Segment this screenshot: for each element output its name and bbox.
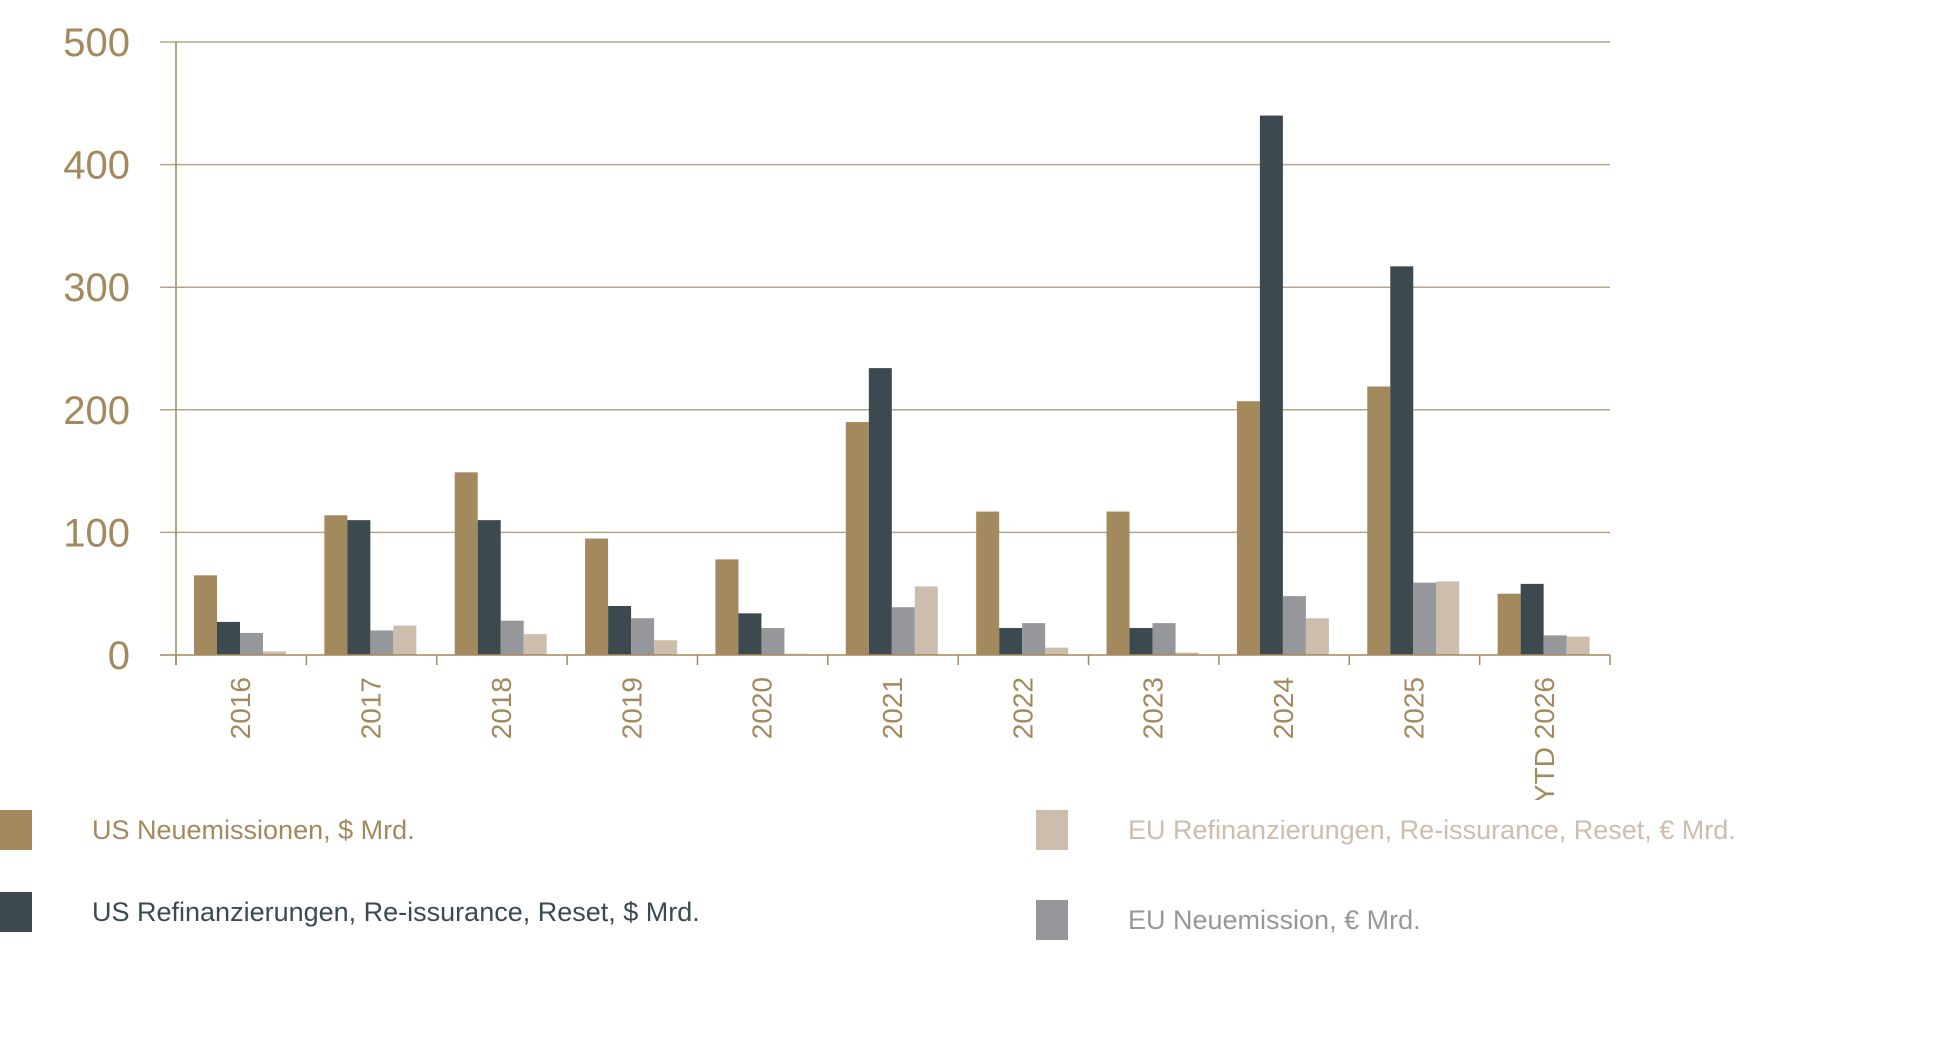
y-tick-label: 100 <box>63 511 130 555</box>
bars <box>194 115 1590 655</box>
bar <box>1436 581 1460 655</box>
bar <box>370 630 394 655</box>
bar <box>631 618 655 655</box>
legend-swatch-eu-refi <box>1036 810 1068 850</box>
legend: US Neuemissionen, $ Mrd. US Refinanzieru… <box>0 800 1958 980</box>
bar <box>347 520 371 655</box>
bar <box>324 515 348 655</box>
x-tick-label: 2019 <box>616 677 647 739</box>
legend-label-eu-refi: EU Refinanzierungen, Re-issurance, Reset… <box>1128 814 1736 845</box>
bar <box>976 511 1000 655</box>
bar <box>1390 266 1414 655</box>
bar <box>1282 596 1306 655</box>
legend-swatch-eu-new <box>1036 900 1068 940</box>
bar <box>1413 582 1437 655</box>
x-tick-label: 2018 <box>486 677 517 739</box>
bar <box>263 651 286 655</box>
bar <box>454 472 478 655</box>
chart: 0 100 200 300 400 500 2016 2017 2018 2019 2020 202… <box>63 21 1611 800</box>
bar <box>1045 647 1069 655</box>
bar <box>868 368 892 655</box>
bar <box>194 575 217 655</box>
bar <box>585 538 609 655</box>
bar <box>1305 618 1329 655</box>
bar <box>393 625 417 655</box>
y-tick-label: 200 <box>63 389 130 433</box>
bar <box>1259 115 1283 655</box>
legend-item-us-new: US Neuemissionen, $ Mrd. <box>0 810 415 850</box>
bar <box>1129 628 1153 655</box>
x-tick-label: 2016 <box>225 677 256 739</box>
x-axis <box>160 42 1610 665</box>
bar <box>1543 635 1567 655</box>
x-tick-label: 2022 <box>1007 677 1038 739</box>
bar <box>608 605 632 655</box>
legend-item-us-refi: US Refinanzierungen, Re-issurance, Reset… <box>0 892 700 932</box>
bar <box>1175 652 1199 655</box>
x-tick-label: YTD 2026 <box>1529 677 1560 800</box>
x-tick-label: 2023 <box>1138 677 1169 739</box>
bar <box>845 422 869 655</box>
bar <box>738 613 762 655</box>
x-axis-ticks: 2016 2017 2018 2019 2020 2021 2022 2023 2024 2025… <box>175 655 1611 800</box>
legend-label-us-new: US Neuemissionen, $ Mrd. <box>92 814 415 845</box>
legend-label-eu-new: EU Neuemission, € Mrd. <box>1128 904 1421 935</box>
bar <box>761 628 785 655</box>
y-tick-label: 300 <box>63 266 130 310</box>
bar <box>914 586 938 655</box>
y-tick-label: 500 <box>63 21 130 65</box>
bar <box>1106 511 1130 655</box>
bar <box>523 634 547 655</box>
y-axis-ticks: 0 100 200 300 400 500 <box>63 21 130 678</box>
bar <box>1367 386 1391 655</box>
bar <box>240 632 263 655</box>
x-tick-label: 2025 <box>1398 677 1429 739</box>
bar <box>715 559 739 655</box>
y-tick-label: 400 <box>63 144 130 188</box>
bar <box>1022 623 1046 655</box>
y-tick-label: 0 <box>108 634 130 678</box>
bar <box>217 621 240 655</box>
x-tick-label: 2024 <box>1268 677 1299 739</box>
bar <box>1152 623 1176 655</box>
bar <box>1520 583 1544 655</box>
bar <box>477 520 501 655</box>
x-tick-label: 2020 <box>747 677 778 739</box>
legend-swatch-us-refi <box>0 892 32 932</box>
legend-label-us-refi: US Refinanzierungen, Re-issurance, Reset… <box>92 896 700 927</box>
bar <box>1566 636 1590 655</box>
bar <box>500 620 524 655</box>
x-tick-label: 2021 <box>877 677 908 739</box>
legend-item-eu-new: EU Neuemission, € Mrd. <box>1036 900 1421 940</box>
bar <box>1497 593 1521 655</box>
bar <box>654 640 678 655</box>
bar <box>1236 401 1260 655</box>
legend-swatch-us-new <box>0 810 32 850</box>
bar <box>891 607 915 655</box>
bar <box>999 628 1023 655</box>
x-tick-label: 2017 <box>356 677 387 739</box>
legend-item-eu-refi: EU Refinanzierungen, Re-issurance, Reset… <box>1036 810 1736 850</box>
